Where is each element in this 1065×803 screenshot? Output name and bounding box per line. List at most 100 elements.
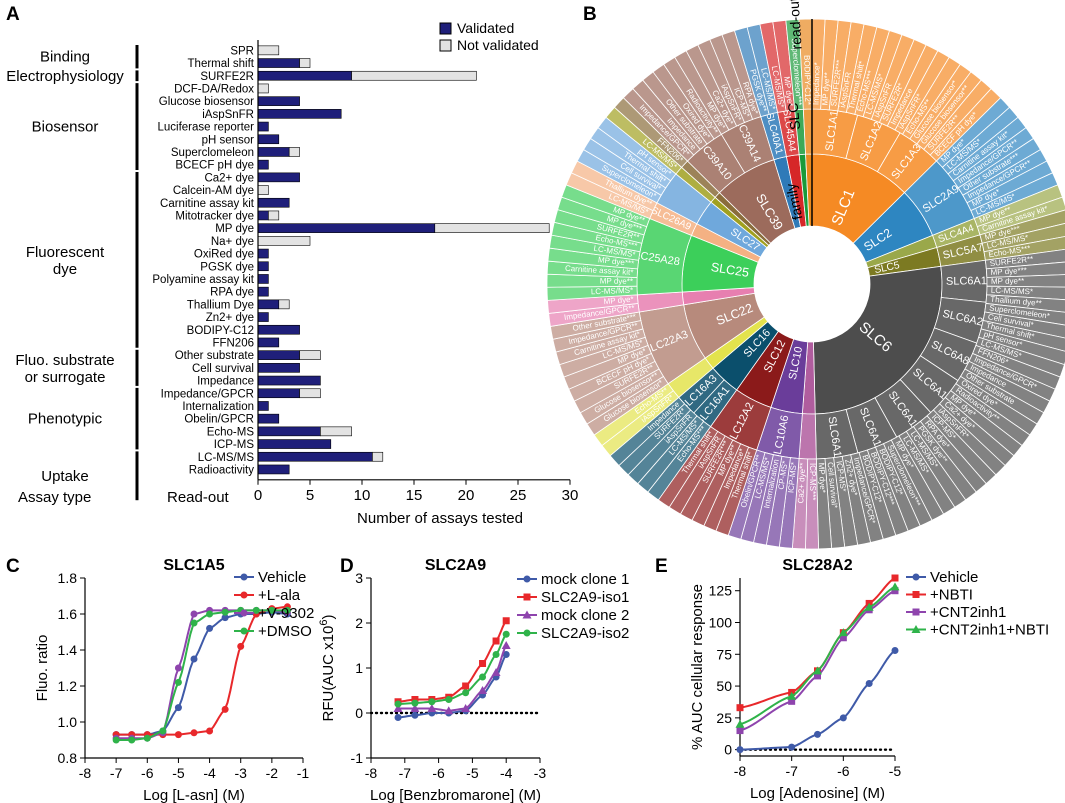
legend-marker — [240, 627, 248, 635]
chart-title: SLC1A5 — [163, 557, 224, 574]
y-tick-label: -1 — [351, 750, 364, 766]
data-point — [891, 574, 899, 582]
bar-validated — [257, 261, 269, 272]
data-point — [445, 696, 453, 703]
x-tick-label: -8 — [79, 765, 92, 781]
data-point — [206, 727, 214, 735]
y-axis-title-sup: 6 — [318, 620, 330, 626]
data-point — [891, 587, 899, 595]
data-point — [112, 736, 120, 744]
bar-validated — [257, 159, 269, 170]
bar-category-label: ICP-MS — [214, 439, 255, 451]
sunburst-readout-label: MP dye* — [603, 295, 634, 307]
data-point — [502, 630, 510, 638]
legend-label: +NBTI — [930, 587, 973, 604]
sunburst-readout-label: ICP-MS*** — [808, 463, 817, 500]
bar-category-label: Internalization — [182, 401, 254, 413]
x-tick-label: 15 — [406, 487, 423, 504]
y-axis-title-text: Fluo. ratio — [34, 635, 51, 702]
data-point — [462, 689, 470, 697]
bar-not-validated — [257, 185, 269, 195]
data-point — [814, 672, 821, 680]
sunburst-readout-label: Ca2+ dye** — [796, 463, 807, 504]
sunburst-readout-label: Thallium dye** — [990, 295, 1042, 308]
data-point — [814, 730, 821, 738]
x-tick-label: -3 — [534, 765, 547, 781]
sunburst-readout-label: MP dye** — [820, 72, 831, 106]
x-tick-label: -8 — [734, 763, 747, 779]
data-point — [427, 704, 437, 712]
y-axis-title-end: ) — [320, 615, 337, 620]
y-tick-label: 1.2 — [58, 678, 78, 694]
legend-marker — [911, 625, 921, 633]
data-point — [479, 660, 487, 667]
y-tick-label: 0.8 — [58, 750, 78, 766]
sunburst-slc-label: SLC1A1 — [824, 110, 841, 152]
bar-not-validated — [299, 388, 321, 399]
data-point — [411, 699, 419, 707]
y-tick-label: 50 — [716, 678, 732, 694]
bar-category-label: Na+ dye — [211, 236, 254, 248]
bar-validated — [257, 413, 280, 424]
data-point — [128, 736, 136, 744]
sunburst-readout-label: MP dye* — [782, 76, 795, 107]
bar-not-validated — [372, 451, 384, 462]
bar-category-label: Polyamine assay kit — [152, 274, 254, 286]
bar-category-label: Obelin/GPCR — [184, 414, 254, 426]
sunburst-key-slc: SLC — [785, 102, 804, 131]
data-point — [461, 704, 471, 712]
data-point — [206, 610, 214, 618]
sunburst-readout-label: BODIPY-C12* — [802, 55, 812, 105]
bar-validated — [257, 274, 269, 284]
bar-validated — [257, 350, 300, 360]
y-tick-label: 1.8 — [58, 570, 78, 586]
sunburst-readout-label: LC-MS/MS* — [591, 286, 634, 297]
bar-category-label: BCECF pH dye — [175, 160, 254, 172]
y-tick-label: 1.6 — [58, 606, 78, 622]
x-tick-label: -5 — [889, 763, 902, 779]
bar-category-label: PGSK dye — [200, 261, 254, 273]
bar-validated — [257, 248, 269, 259]
bar-validated — [257, 464, 290, 475]
legend-label: mock clone 1 — [541, 571, 629, 588]
data-point — [394, 700, 402, 708]
bar-category-label: Zn2+ dye — [206, 312, 254, 324]
data-point — [492, 637, 500, 645]
legend-label: SLC2A9-iso1 — [541, 589, 629, 606]
bar-category-label: pH sensor — [202, 134, 255, 146]
x-tick-label: 30 — [562, 487, 579, 504]
legend-marker — [523, 593, 531, 601]
sunburst-family-label: SLC5 — [873, 260, 901, 276]
bar-validated — [257, 58, 300, 68]
series-line — [739, 577, 896, 709]
legend-label: +V-9302 — [258, 605, 314, 622]
x-axis-title: Log [L-asn] (M) — [143, 787, 245, 803]
x-tick-label: -4 — [203, 765, 216, 781]
sunburst-readout-label: MP dye* — [817, 463, 827, 494]
bar-validated — [257, 70, 352, 81]
bar-not-validated — [257, 83, 269, 94]
bar-validated — [257, 223, 436, 233]
bar-validated — [257, 451, 373, 462]
data-point — [890, 582, 900, 591]
legend-label: +L-ala — [258, 587, 301, 604]
data-point — [190, 655, 198, 663]
sunburst-readout-label: MP dye** — [600, 276, 633, 285]
data-point — [839, 634, 847, 642]
bar-category-label: Carnitine assay kit — [160, 198, 255, 210]
data-point — [891, 646, 899, 654]
bar-not-validated — [434, 223, 550, 233]
legend-marker — [523, 629, 531, 637]
x-tick-label: -1 — [297, 765, 310, 781]
bar-category-label: Mitotracker dye — [175, 210, 254, 222]
sunburst-slc-label: SLC6A1 — [946, 275, 987, 288]
bar-validated — [257, 363, 300, 373]
sunburst-readout-label: MP dye*** — [990, 266, 1027, 277]
data-point — [252, 606, 260, 614]
x-tick-label: -8 — [365, 765, 378, 781]
data-point — [462, 682, 470, 690]
data-point — [839, 714, 847, 722]
bar-not-validated — [288, 147, 300, 157]
data-point — [502, 651, 510, 658]
